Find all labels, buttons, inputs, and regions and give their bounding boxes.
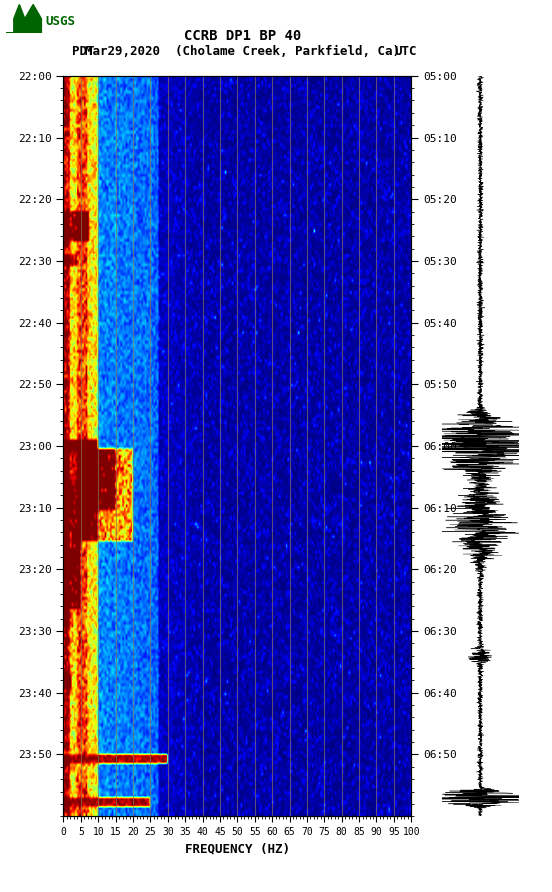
Text: USGS: USGS	[45, 15, 75, 28]
Text: CCRB DP1 BP 40: CCRB DP1 BP 40	[184, 29, 301, 43]
Text: UTC: UTC	[394, 45, 417, 58]
Text: PDT: PDT	[72, 45, 94, 58]
X-axis label: FREQUENCY (HZ): FREQUENCY (HZ)	[185, 842, 290, 855]
Text: Mar29,2020  (Cholame Creek, Parkfield, Ca): Mar29,2020 (Cholame Creek, Parkfield, Ca…	[86, 45, 400, 58]
Polygon shape	[6, 4, 41, 33]
